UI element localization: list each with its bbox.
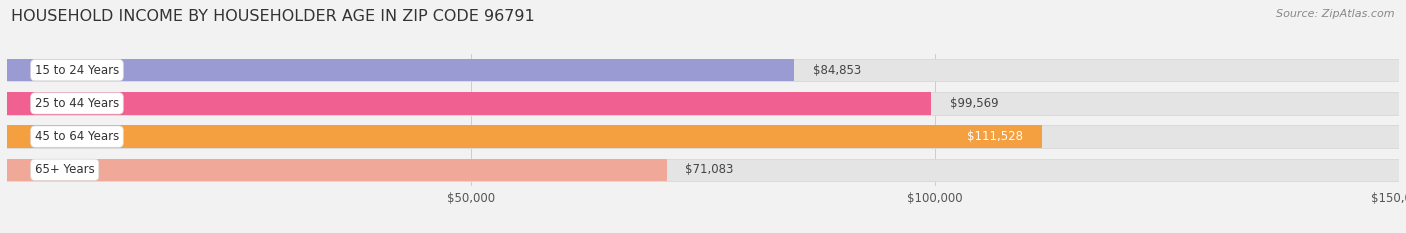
- Text: $111,528: $111,528: [967, 130, 1024, 143]
- Bar: [7, 158, 666, 181]
- Text: HOUSEHOLD INCOME BY HOUSEHOLDER AGE IN ZIP CODE 96791: HOUSEHOLD INCOME BY HOUSEHOLDER AGE IN Z…: [11, 9, 536, 24]
- Text: 15 to 24 Years: 15 to 24 Years: [35, 64, 120, 77]
- Bar: [7, 125, 1399, 148]
- Text: $71,083: $71,083: [685, 163, 734, 176]
- Bar: [7, 59, 794, 82]
- Text: Source: ZipAtlas.com: Source: ZipAtlas.com: [1277, 9, 1395, 19]
- Bar: [7, 59, 1399, 82]
- Bar: [7, 92, 931, 115]
- Bar: [7, 92, 1399, 115]
- Text: $99,569: $99,569: [949, 97, 998, 110]
- Text: 25 to 44 Years: 25 to 44 Years: [35, 97, 120, 110]
- Text: 45 to 64 Years: 45 to 64 Years: [35, 130, 120, 143]
- Bar: [7, 158, 1399, 181]
- Bar: [7, 125, 1042, 148]
- Text: $84,853: $84,853: [813, 64, 862, 77]
- Text: 65+ Years: 65+ Years: [35, 163, 94, 176]
